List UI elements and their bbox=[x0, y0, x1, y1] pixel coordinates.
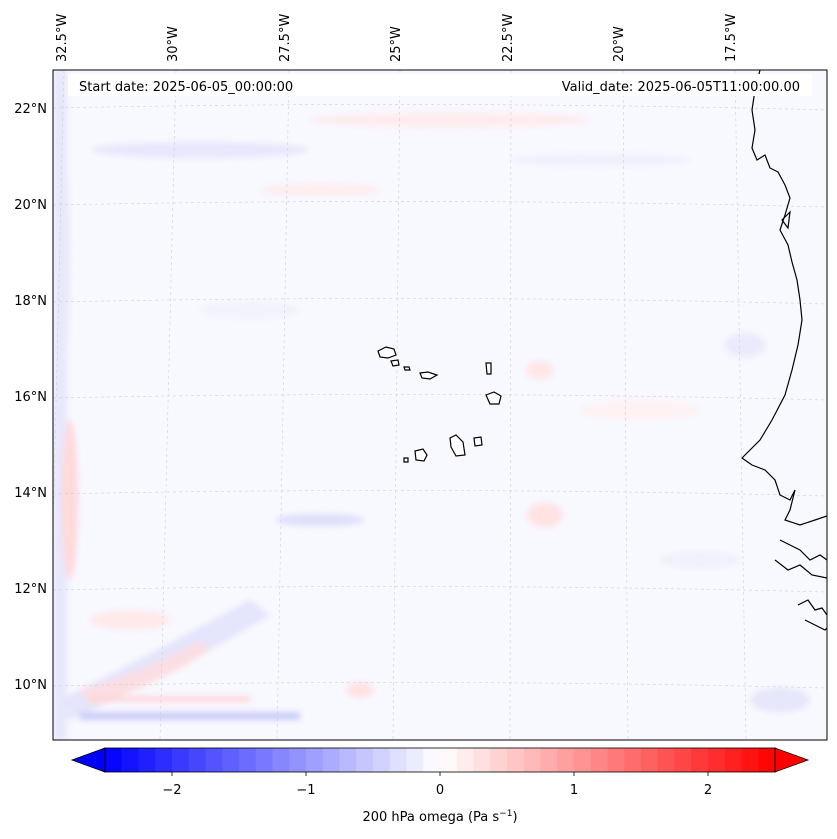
colorbar-step bbox=[306, 748, 324, 772]
colorbar-tick-label: 2 bbox=[704, 783, 712, 798]
island-santiago bbox=[449, 434, 466, 457]
colorbar-step bbox=[373, 748, 391, 772]
lon-tick-label: 22.5°W bbox=[501, 14, 516, 62]
start-date-label: Start date: 2025-06-05_00:00:00 bbox=[79, 80, 293, 95]
colorbar-step bbox=[557, 748, 575, 772]
omega-field bbox=[53, 70, 827, 740]
lat-tick-label: 18°N bbox=[14, 294, 47, 309]
colorbar-step bbox=[155, 748, 173, 772]
colorbar-tick-label: 1 bbox=[570, 783, 578, 798]
island-santo-antao bbox=[377, 346, 397, 359]
colorbar-step bbox=[339, 748, 357, 772]
island-fogo bbox=[414, 448, 428, 462]
colorbar-step bbox=[456, 748, 474, 772]
lat-tick-label: 16°N bbox=[14, 390, 47, 405]
colorbar-step bbox=[574, 748, 592, 772]
lon-tick-label: 17.5°W bbox=[724, 14, 739, 62]
island-brava bbox=[403, 457, 409, 463]
island-boa-vista bbox=[485, 391, 502, 405]
colorbar-step bbox=[205, 748, 223, 772]
map-frame bbox=[52, 69, 828, 741]
colorbar-step bbox=[708, 748, 726, 772]
colorbar-step bbox=[473, 748, 491, 772]
island-sao-vicente bbox=[390, 359, 400, 367]
colorbar-step bbox=[674, 748, 692, 772]
lat-tick-label: 22°N bbox=[14, 102, 47, 117]
latitude-labels: 22°N 20°N 18°N 16°N 14°N 12°N 10°N bbox=[14, 102, 47, 693]
colorbar-step bbox=[389, 748, 407, 772]
colorbar-step bbox=[490, 748, 508, 772]
colorbar-tick-label: −2 bbox=[162, 783, 181, 798]
colorbar-step bbox=[138, 748, 156, 772]
island-sao-nicolau bbox=[419, 371, 439, 380]
lat-tick-label: 12°N bbox=[14, 582, 47, 597]
colorbar-step bbox=[172, 748, 190, 772]
colorbar-step bbox=[121, 748, 139, 772]
colorbar-step bbox=[507, 748, 525, 772]
colorbar-ticks: −2 −1 0 1 2 bbox=[162, 772, 712, 798]
colorbar-step bbox=[657, 748, 675, 772]
colorbar-extend-max bbox=[774, 747, 810, 773]
colorbar-step bbox=[607, 748, 625, 772]
valid-date-label: Valid_date: 2025-06-05T11:00:00.00 bbox=[562, 80, 800, 95]
lat-tick-label: 10°N bbox=[14, 678, 47, 693]
longitude-labels: 32.5°W 30°W 27.5°W 25°W 22.5°W 20°W 17.5… bbox=[55, 14, 739, 62]
colorbar-step bbox=[105, 748, 123, 772]
colorbar-step bbox=[356, 748, 374, 772]
lat-tick-label: 20°N bbox=[14, 198, 47, 213]
map-background bbox=[53, 70, 827, 740]
colorbar-steps bbox=[105, 748, 776, 772]
lon-tick-label: 20°W bbox=[612, 26, 627, 62]
lon-tick-label: 32.5°W bbox=[55, 14, 70, 62]
colorbar-step bbox=[289, 748, 307, 772]
colorbar-step bbox=[590, 748, 608, 772]
colorbar-step bbox=[724, 748, 742, 772]
colorbar-step bbox=[641, 748, 659, 772]
island-sal bbox=[485, 362, 492, 375]
lon-tick-label: 30°W bbox=[166, 26, 181, 62]
colorbar-tick-label: 0 bbox=[436, 783, 444, 798]
colorbar-step bbox=[691, 748, 709, 772]
island-maio bbox=[473, 436, 483, 447]
map-panel: Start date: 2025-06-05_00:00:00 Valid_da… bbox=[52, 69, 828, 741]
colorbar-step bbox=[406, 748, 424, 772]
colorbar-step bbox=[523, 748, 541, 772]
colorbar-step bbox=[440, 748, 458, 772]
colorbar-step bbox=[423, 748, 441, 772]
colorbar-tick-label: −1 bbox=[296, 783, 315, 798]
header-box bbox=[68, 74, 812, 96]
island-santa-luzia bbox=[403, 366, 411, 371]
colorbar-step bbox=[624, 748, 642, 772]
colorbar-step bbox=[188, 748, 206, 772]
graticule bbox=[53, 70, 827, 740]
lon-tick-label: 25°W bbox=[389, 26, 404, 62]
colorbar-step bbox=[540, 748, 558, 772]
colorbar-step bbox=[741, 748, 759, 772]
colorbar-extend-min bbox=[70, 747, 106, 773]
cabo-verde-islands bbox=[377, 346, 502, 463]
colorbar-step bbox=[255, 748, 273, 772]
coastline bbox=[741, 70, 827, 631]
colorbar-step bbox=[239, 748, 257, 772]
colorbar-step bbox=[758, 748, 776, 772]
colorbar-step bbox=[222, 748, 240, 772]
lat-tick-label: 14°N bbox=[14, 486, 47, 501]
colorbar-step bbox=[322, 748, 340, 772]
colorbar-step bbox=[272, 748, 290, 772]
colorbar: −2 −1 0 1 2 200 hPa omega (Pa s−1) bbox=[70, 747, 810, 825]
lon-tick-label: 27.5°W bbox=[278, 14, 293, 62]
colorbar-label: 200 hPa omega (Pa s−1) bbox=[362, 809, 517, 825]
